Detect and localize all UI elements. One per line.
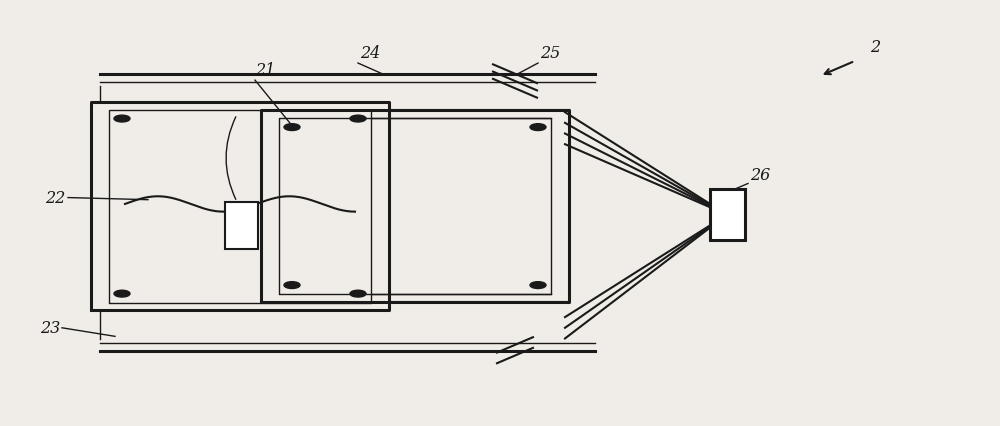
Text: 25: 25 — [540, 45, 560, 62]
Text: 26: 26 — [750, 166, 770, 183]
Text: 23: 23 — [40, 320, 60, 337]
Text: 24: 24 — [360, 45, 380, 62]
Circle shape — [284, 282, 300, 289]
Circle shape — [114, 116, 130, 123]
Text: 21: 21 — [255, 62, 275, 79]
Circle shape — [350, 116, 366, 123]
Text: 2: 2 — [870, 38, 880, 55]
Text: 22: 22 — [45, 190, 65, 207]
Circle shape — [530, 282, 546, 289]
Circle shape — [530, 124, 546, 131]
Circle shape — [114, 291, 130, 297]
Bar — [225, 202, 258, 249]
Bar — [710, 190, 745, 241]
Circle shape — [350, 291, 366, 297]
Circle shape — [284, 124, 300, 131]
